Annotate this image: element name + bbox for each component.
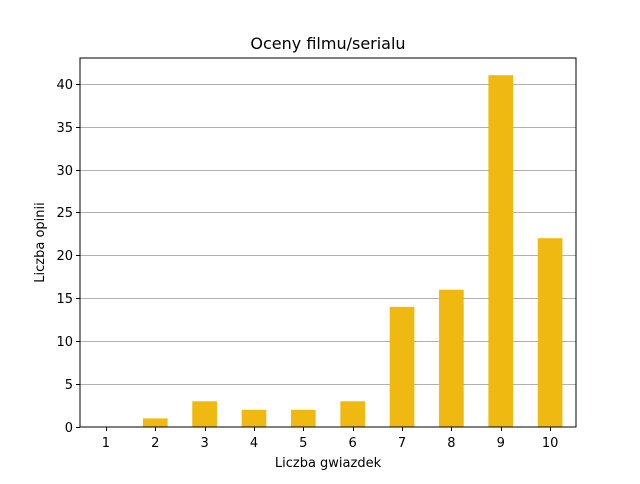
y-tick-label: 5 — [65, 378, 73, 393]
bar-5 — [290, 409, 316, 427]
chart-title: Oceny filmu/serialu — [250, 34, 405, 53]
bar-6 — [340, 401, 366, 427]
x-tick-label: 5 — [299, 436, 307, 451]
x-axis-ticks: 1 2 3 4 5 6 7 8 9 10 — [102, 427, 559, 451]
x-tick-label: 1 — [102, 436, 110, 451]
y-tick-label: 20 — [56, 249, 73, 264]
bars — [142, 75, 563, 428]
x-tick-label: 7 — [398, 436, 406, 451]
x-axis-label: Liczba gwiazdek — [275, 456, 382, 471]
bar-3 — [192, 401, 217, 427]
x-tick-label: 3 — [200, 436, 208, 451]
x-tick-label: 2 — [151, 436, 159, 451]
y-tick-label: 10 — [56, 335, 73, 350]
bar-4 — [241, 409, 267, 427]
y-axis-ticks: 0 5 10 15 20 25 30 35 40 — [56, 78, 80, 436]
x-tick-label: 9 — [497, 436, 505, 451]
bar-9 — [488, 75, 514, 428]
y-tick-label: 25 — [56, 206, 73, 221]
bar-8 — [439, 289, 464, 427]
y-tick-label: 30 — [56, 164, 73, 179]
bar-7 — [389, 306, 415, 427]
y-tick-label: 40 — [56, 78, 73, 93]
x-tick-label: 6 — [349, 436, 357, 451]
x-tick-label: 10 — [542, 436, 559, 451]
y-tick-label: 15 — [56, 292, 73, 307]
bar-10 — [537, 238, 563, 427]
x-tick-label: 8 — [447, 436, 455, 451]
y-tick-label: 0 — [65, 421, 73, 436]
y-axis-label: Liczba opinii — [33, 202, 48, 282]
x-tick-label: 4 — [250, 436, 258, 451]
y-tick-label: 35 — [56, 121, 73, 136]
bar-2 — [142, 418, 168, 427]
plot-frame — [79, 57, 577, 428]
